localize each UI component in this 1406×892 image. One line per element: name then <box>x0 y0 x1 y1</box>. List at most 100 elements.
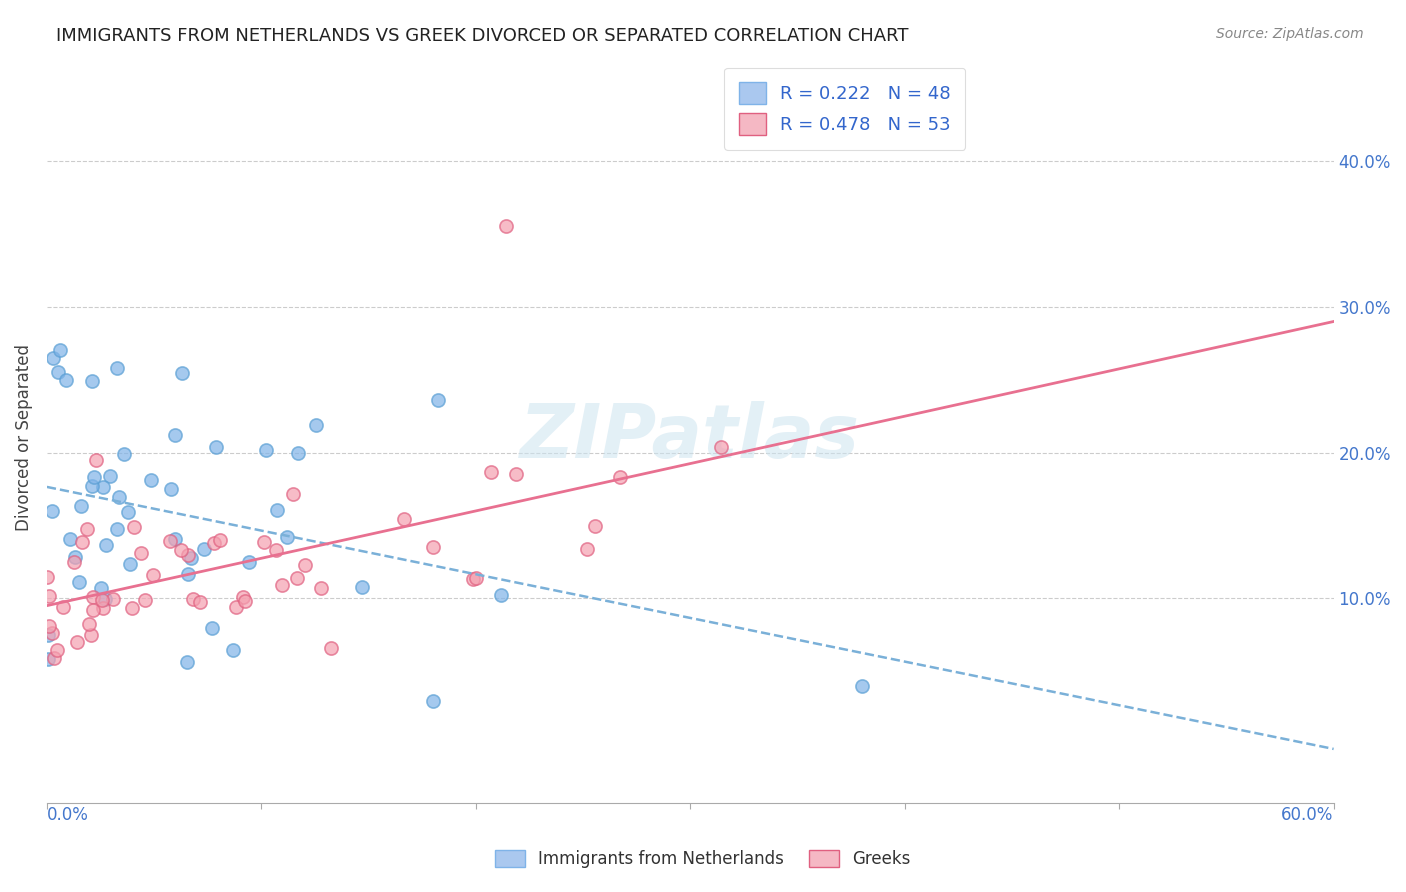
Point <box>464 571 486 585</box>
Point <box>170 367 193 381</box>
Point <box>427 393 450 408</box>
Point <box>80 479 103 493</box>
Point <box>159 533 181 548</box>
Point <box>489 588 512 602</box>
Point <box>41 504 63 518</box>
Point <box>122 520 145 534</box>
Point <box>232 590 254 604</box>
Point <box>38 619 60 633</box>
Point <box>37 628 59 642</box>
Text: Source: ZipAtlas.com: Source: ZipAtlas.com <box>1216 27 1364 41</box>
Point <box>222 643 245 657</box>
Point <box>46 365 69 379</box>
Point <box>90 592 112 607</box>
Point <box>84 453 107 467</box>
Point <box>276 530 298 544</box>
Point <box>37 651 59 665</box>
Point <box>77 616 100 631</box>
Point <box>38 590 60 604</box>
Point <box>94 538 117 552</box>
Point <box>204 440 226 454</box>
Point <box>83 469 105 483</box>
Point <box>350 580 373 594</box>
Point <box>287 446 309 460</box>
Point <box>121 601 143 615</box>
Point <box>266 503 288 517</box>
Text: 0.0%: 0.0% <box>46 805 89 823</box>
Point <box>183 591 205 606</box>
Point <box>285 571 308 585</box>
Point <box>105 361 128 376</box>
Point <box>201 622 224 636</box>
Point <box>309 581 332 595</box>
Point <box>118 557 141 571</box>
Point <box>225 599 247 614</box>
Point <box>63 550 86 565</box>
Point <box>91 601 114 615</box>
Point <box>177 548 200 562</box>
Point <box>90 581 112 595</box>
Point <box>176 656 198 670</box>
Point <box>59 532 82 546</box>
Legend: Immigrants from Netherlands, Greeks: Immigrants from Netherlands, Greeks <box>488 843 918 875</box>
Point <box>461 573 484 587</box>
Point <box>505 467 527 482</box>
Point <box>479 465 502 479</box>
Point <box>45 642 67 657</box>
Point <box>55 373 77 387</box>
Point <box>422 540 444 554</box>
Point <box>254 443 277 458</box>
Point <box>209 533 232 547</box>
Y-axis label: Divorced or Separated: Divorced or Separated <box>15 344 32 532</box>
Legend: R = 0.222   N = 48, R = 0.478   N = 53: R = 0.222 N = 48, R = 0.478 N = 53 <box>724 68 965 150</box>
Point <box>108 491 131 505</box>
Text: 60.0%: 60.0% <box>1281 805 1334 823</box>
Point <box>76 523 98 537</box>
Point <box>583 519 606 533</box>
Point <box>101 591 124 606</box>
Point <box>609 470 631 484</box>
Point <box>66 635 89 649</box>
Point <box>41 351 63 365</box>
Point <box>160 482 183 496</box>
Point <box>82 590 104 604</box>
Point <box>180 550 202 565</box>
Point <box>188 595 211 609</box>
Point <box>294 558 316 573</box>
Text: ZIPatlas: ZIPatlas <box>520 401 860 475</box>
Point <box>67 575 90 590</box>
Point <box>422 693 444 707</box>
Point <box>281 487 304 501</box>
Point <box>305 418 328 433</box>
Point <box>253 535 276 549</box>
Point <box>204 536 226 550</box>
Point <box>193 541 215 556</box>
Point <box>94 592 117 607</box>
Point <box>271 578 294 592</box>
Point <box>35 570 58 584</box>
Point <box>70 499 93 513</box>
Point <box>117 505 139 519</box>
Point <box>264 543 287 558</box>
Point <box>851 679 873 693</box>
Point <box>63 555 86 569</box>
Point <box>112 447 135 461</box>
Point <box>495 219 517 234</box>
Point <box>134 593 156 607</box>
Point <box>129 545 152 559</box>
Point <box>141 568 163 582</box>
Point <box>80 375 103 389</box>
Point <box>576 542 599 557</box>
Point <box>42 650 65 665</box>
Point <box>105 522 128 536</box>
Point <box>49 343 72 358</box>
Point <box>98 469 121 483</box>
Point <box>238 555 260 569</box>
Point <box>141 473 163 487</box>
Point <box>319 641 342 656</box>
Point <box>52 600 75 615</box>
Point <box>176 567 198 582</box>
Point <box>82 603 104 617</box>
Point <box>165 428 187 442</box>
Point <box>91 479 114 493</box>
